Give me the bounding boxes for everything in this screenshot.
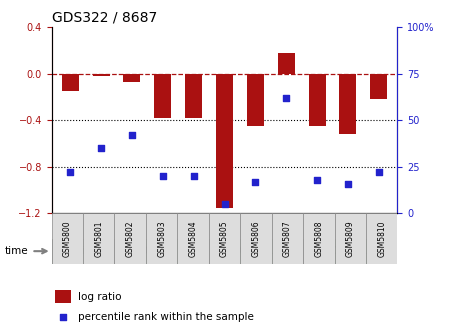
Point (190, 173, 197, 179)
Text: GSM5801: GSM5801 (94, 221, 103, 257)
Point (159, 173, 166, 179)
Bar (92, 74, 110, 76)
Text: GSM5809: GSM5809 (346, 220, 355, 257)
Text: 30 minute: 30 minute (57, 246, 110, 256)
Point (221, 201, 228, 207)
Text: percentile rank within the sample: percentile rank within the sample (78, 312, 253, 322)
Bar (52, 239, 114, 264)
Bar (62, 74, 79, 91)
Point (59, 314, 66, 320)
Point (344, 181, 352, 186)
Text: 120 minute: 120 minute (226, 246, 286, 256)
Text: GSM5804: GSM5804 (189, 220, 198, 257)
Bar (278, 52, 295, 74)
Bar (303, 239, 397, 264)
Text: GSM5806: GSM5806 (251, 220, 260, 257)
Bar (240, 213, 272, 264)
Text: 240 minute: 240 minute (320, 246, 380, 256)
Text: GSM5810: GSM5810 (377, 221, 386, 257)
Bar (209, 239, 303, 264)
Text: GSM5800: GSM5800 (63, 220, 72, 257)
Point (313, 177, 321, 182)
Bar (185, 74, 202, 118)
Bar (177, 213, 209, 264)
Bar (114, 213, 146, 264)
Bar (216, 74, 233, 208)
Text: GSM5805: GSM5805 (220, 220, 229, 257)
Bar (123, 74, 141, 82)
Point (252, 179, 259, 184)
Text: GSM5802: GSM5802 (126, 221, 135, 257)
Bar (308, 74, 326, 126)
Text: GDS322 / 8687: GDS322 / 8687 (52, 10, 157, 24)
Text: GSM5807: GSM5807 (283, 220, 292, 257)
Point (283, 95, 290, 100)
Text: 60 minute: 60 minute (135, 246, 188, 256)
Bar (55, 290, 70, 302)
Bar (339, 74, 357, 134)
Text: GSM5803: GSM5803 (157, 220, 166, 257)
Bar (146, 213, 177, 264)
Point (128, 132, 136, 138)
Point (375, 170, 383, 175)
Bar (370, 74, 387, 99)
Bar (209, 213, 240, 264)
Bar (247, 74, 264, 126)
Bar (83, 213, 114, 264)
Point (97, 145, 105, 151)
Bar (154, 74, 171, 118)
Text: time: time (4, 246, 28, 256)
Text: log ratio: log ratio (78, 292, 121, 302)
Point (66, 170, 74, 175)
Bar (303, 213, 335, 264)
Bar (114, 239, 209, 264)
Text: GSM5808: GSM5808 (314, 221, 323, 257)
Bar (335, 213, 366, 264)
Bar (366, 213, 397, 264)
Bar (52, 213, 83, 264)
Bar (272, 213, 303, 264)
